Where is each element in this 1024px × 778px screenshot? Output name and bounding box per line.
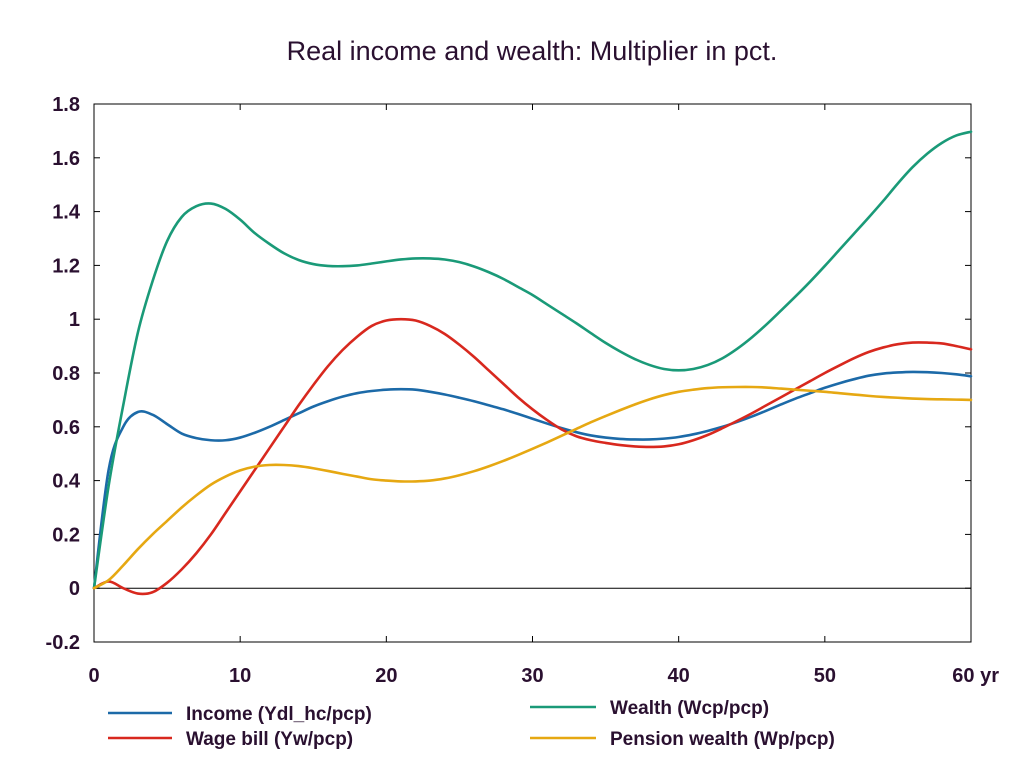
legend: Income (Ydl_hc/pcp) Wealth (Wcp/pcp) Wage … <box>108 698 835 750</box>
y-tick-label: 0 <box>69 578 80 600</box>
series-line-0 <box>92 370 973 590</box>
series-line-2 <box>92 317 973 596</box>
x-tick-label: 60 yr <box>952 665 999 687</box>
y-tick-label: 0.4 <box>52 471 81 493</box>
y-tick-label: -0.2 <box>46 632 80 654</box>
x-tick-label: 40 <box>668 665 690 687</box>
x-tick-label: 50 <box>814 665 836 687</box>
x-tick-label: 30 <box>521 665 543 687</box>
x-tick-label: 10 <box>229 665 251 687</box>
y-tick-label: 1.4 <box>52 202 81 224</box>
legend-label-1: Wealth (Wcp/pcp) <box>610 698 769 719</box>
x-tick-label: 0 <box>88 665 99 687</box>
y-tick-label: 0.8 <box>52 363 80 385</box>
plot-frame <box>93 103 972 643</box>
y-tick-label: 1.6 <box>52 148 80 170</box>
plot-area <box>93 103 972 643</box>
y-tick-label: 0.6 <box>52 417 80 439</box>
chart-title: Real income and wealth: Multiplier in pc… <box>287 36 778 66</box>
series-line-3 <box>92 385 973 590</box>
series-line-1 <box>92 130 973 590</box>
x-tick-label: 20 <box>375 665 397 687</box>
y-tick-label: 1.8 <box>52 94 80 116</box>
y-tick-label: 1 <box>69 309 80 331</box>
legend-label-3: Pension wealth (Wp/pcp) <box>610 729 835 750</box>
legend-label-2: Wage bill (Yw/pcp) <box>186 729 353 750</box>
axes: -0.2 0 0.2 0.4 0.6 0.8 1 1.2 1.4 1.6 1.8 0 10 20 30 40 5… <box>46 94 1000 687</box>
series-group <box>92 130 973 596</box>
legend-label-0: Income (Ydl_hc/pcp) <box>186 704 372 725</box>
y-tick-label: 1.2 <box>52 255 80 277</box>
y-tick-label: 0.2 <box>52 524 80 546</box>
